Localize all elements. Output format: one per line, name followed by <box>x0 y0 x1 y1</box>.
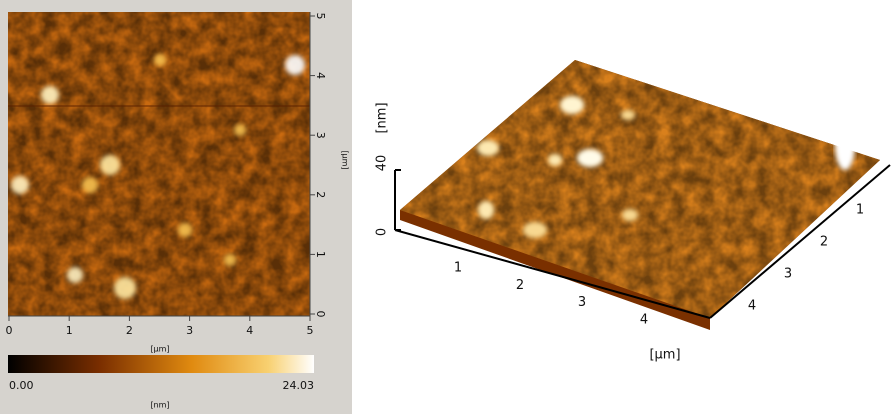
x-tick-label: 2 <box>126 324 133 337</box>
z-tick-label: 0 <box>375 228 390 236</box>
y-tick-label: 2 <box>820 235 828 250</box>
y-tick-label: 0 <box>314 311 327 318</box>
surface-peak <box>835 120 855 170</box>
surface-3d <box>390 55 890 325</box>
x-tick-label: 1 <box>454 261 462 276</box>
x-tick-label: 5 <box>307 324 314 337</box>
afm-image <box>8 12 310 316</box>
y-tick-label: 1 <box>856 203 864 218</box>
y-tick-label: 3 <box>784 267 792 282</box>
y-tick-label: 2 <box>314 191 327 198</box>
x-tick-label: 1 <box>66 324 73 337</box>
x-tick-label: 4 <box>640 312 648 327</box>
x-tick-label: 3 <box>578 295 586 310</box>
colorbar-unit: [nm] <box>150 401 169 410</box>
y-tick-label: 5 <box>314 13 327 20</box>
figure: [µm] [µm] 0.00 24.03 [nm] 0 40 [nm] [µm]… <box>0 0 893 414</box>
colorbar-max: 24.03 <box>283 379 315 392</box>
y-tick-label: 1 <box>314 251 327 258</box>
y-tick-label: 3 <box>314 132 327 139</box>
x-axis-unit: [µm] <box>150 345 169 354</box>
y-tick-label: 4 <box>314 72 327 79</box>
y-axis-unit: [µm] <box>341 150 350 169</box>
z-tick-label: 40 <box>375 155 390 172</box>
xy-axis-unit: [µm] <box>649 348 680 363</box>
x-tick-label: 4 <box>246 324 253 337</box>
z-axis-unit: [nm] <box>375 102 390 133</box>
x-tick-label: 0 <box>6 324 13 337</box>
x-tick-label: 3 <box>186 324 193 337</box>
colorbar <box>8 355 314 373</box>
y-tick-label: 4 <box>748 299 756 314</box>
x-tick-label: 2 <box>516 278 524 293</box>
colorbar-min: 0.00 <box>9 379 34 392</box>
